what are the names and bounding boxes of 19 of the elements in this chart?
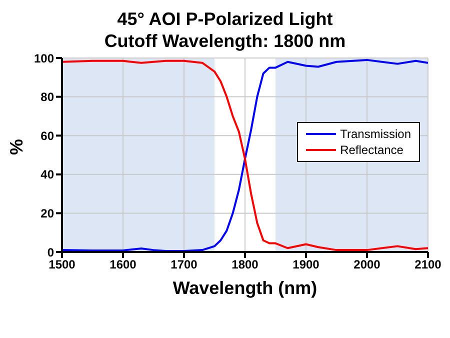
x-tick-label: 1900 [292, 258, 320, 272]
legend-label: Reflectance [340, 142, 404, 158]
x-tick-label: 1600 [110, 258, 137, 272]
y-tick-label: 40 [40, 168, 54, 182]
x-axis-title: Wavelength (nm) [172, 278, 318, 298]
legend-label: Transmission [340, 126, 411, 142]
y-tick-label: 100 [34, 51, 54, 66]
chart-title: 45° AOI P-Polarized Light [116, 8, 334, 30]
chart-subtitle: Cutoff Wavelength: 1800 nm [103, 30, 347, 52]
x-tick-label: 1700 [170, 258, 198, 272]
y-tick-label: 60 [40, 128, 54, 143]
x-tick-label: 2100 [414, 258, 442, 272]
y-tick-label: 0 [47, 245, 54, 260]
x-tick-label: 1800 [232, 258, 259, 272]
x-tick-label: 1500 [48, 258, 76, 272]
y-axis-title: % [6, 138, 26, 155]
y-tick-label: 80 [40, 90, 54, 104]
y-tick-label: 20 [40, 206, 54, 220]
x-tick-label: 2000 [354, 258, 381, 272]
